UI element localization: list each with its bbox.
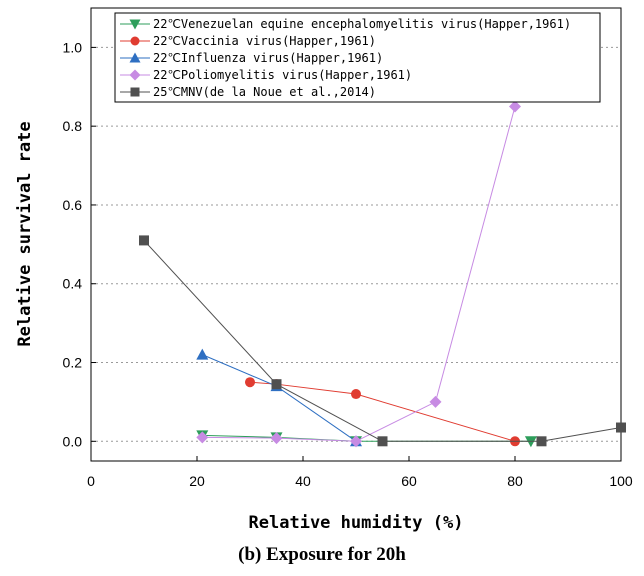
legend: 22℃Venezuelan equine encephalomyelitis v… xyxy=(114,12,601,103)
legend-box xyxy=(114,12,601,103)
data-point xyxy=(130,87,140,97)
legend-label: 22℃Poliomyelitis virus(Happer,1961) xyxy=(153,68,412,82)
x-tick-label: 40 xyxy=(295,473,311,489)
series-group xyxy=(139,100,626,448)
data-point xyxy=(350,435,362,448)
data-point xyxy=(509,100,521,113)
series xyxy=(196,100,521,448)
x-tick-label: 60 xyxy=(401,473,417,489)
data-point xyxy=(245,377,255,388)
data-point xyxy=(429,395,442,408)
y-axis-label: Relative survival rate xyxy=(15,121,35,346)
legend-label: 25℃MNV(de la Noue et al.,2014) xyxy=(153,85,376,99)
legend-label: 22℃Vaccinia virus(Happer,1961) xyxy=(153,34,376,48)
y-tick-label: 0.0 xyxy=(63,433,83,449)
data-point xyxy=(270,432,283,445)
data-point xyxy=(129,69,141,81)
y-axis: 0.0 0.2 0.4 0.6 0.8 1.0 xyxy=(63,39,96,449)
data-point xyxy=(616,422,626,433)
data-point xyxy=(129,19,141,30)
x-axis: 0 20 40 60 80 100 xyxy=(87,456,633,489)
x-tick-label: 0 xyxy=(87,473,95,489)
legend-label: 22℃Influenza virus(Happer,1961) xyxy=(153,51,383,65)
data-point xyxy=(130,36,140,46)
data-point xyxy=(536,436,547,447)
data-point xyxy=(377,436,388,447)
data-point xyxy=(271,379,282,390)
legend-label: 22℃Venezuelan equine encephalomyelitis v… xyxy=(153,17,571,31)
data-point xyxy=(351,389,361,400)
y-tick-label: 0.8 xyxy=(63,118,83,134)
y-tick-label: 0.2 xyxy=(63,355,83,371)
y-tick-label: 0.4 xyxy=(63,276,83,292)
x-tick-label: 100 xyxy=(609,473,633,489)
data-point xyxy=(196,348,209,360)
x-tick-label: 20 xyxy=(189,473,205,489)
y-tick-label: 0.6 xyxy=(63,197,83,213)
data-point xyxy=(139,235,149,246)
data-point xyxy=(129,52,141,63)
y-tick-label: 1.0 xyxy=(63,39,83,55)
x-axis-label: Relative humidity (%) xyxy=(249,513,464,533)
data-point xyxy=(196,431,209,444)
x-tick-label: 80 xyxy=(507,473,523,489)
figure-caption: (b) Exposure for 20h xyxy=(238,544,406,565)
series-line xyxy=(249,381,516,442)
series xyxy=(139,235,626,447)
